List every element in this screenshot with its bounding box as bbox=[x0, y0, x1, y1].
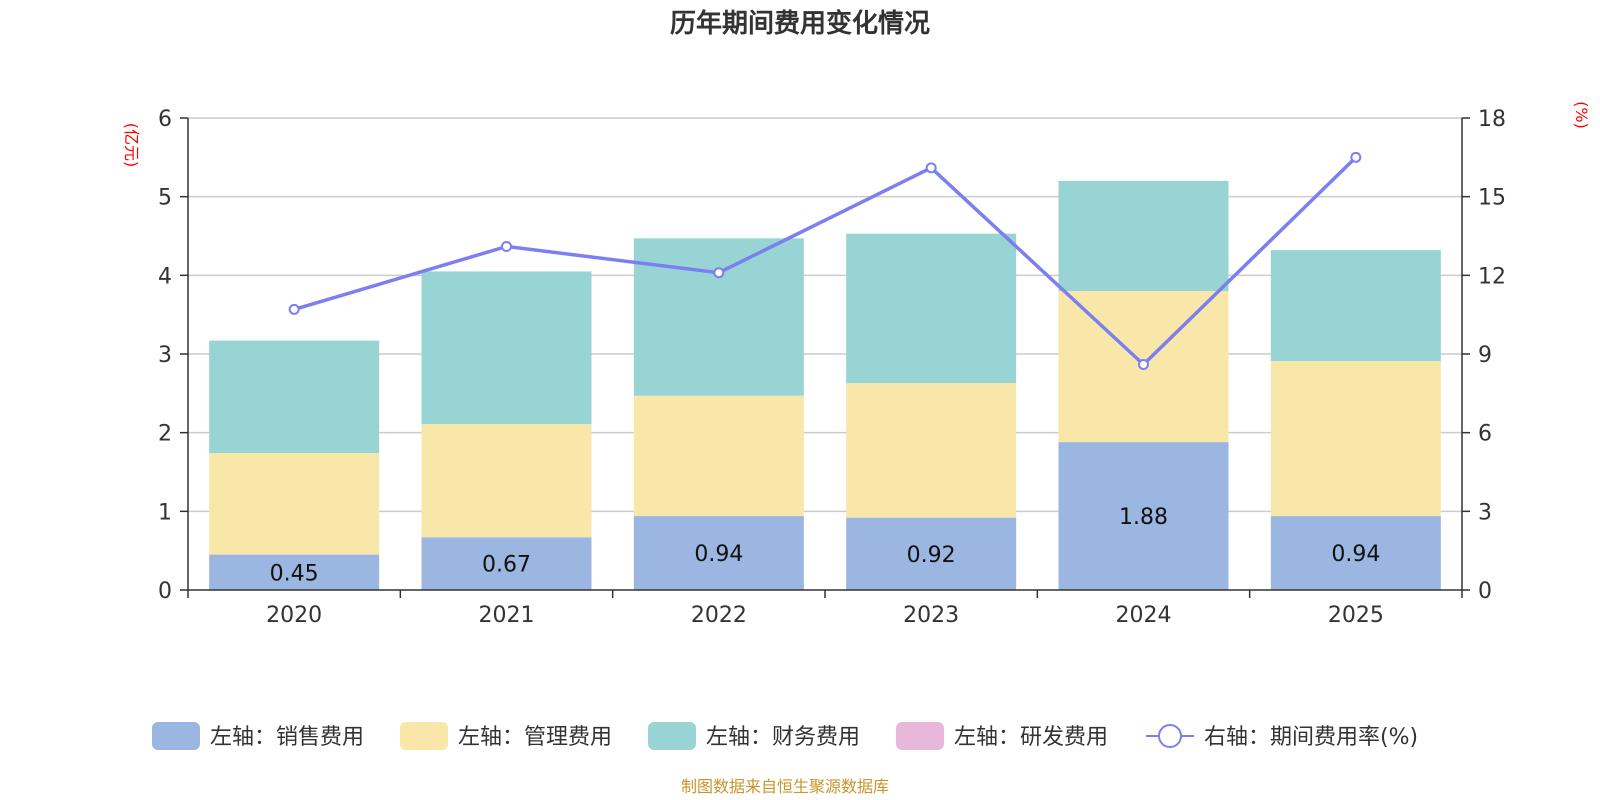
bar-segment-2 bbox=[846, 233, 1017, 384]
gridlines bbox=[188, 117, 1462, 513]
bar-segment-2 bbox=[209, 340, 380, 454]
rate-line-layer bbox=[288, 151, 1362, 370]
right-tick-label: 3 bbox=[1478, 500, 1492, 525]
bar-value-label: 0.92 bbox=[907, 543, 956, 568]
legend-label[interactable]: 左轴：管理费用 bbox=[458, 725, 612, 750]
legend-swatch[interactable] bbox=[648, 722, 696, 750]
bar-label-layer: 0.45 0.67 0.94 0.92 1.88 0.94 bbox=[270, 505, 1381, 586]
legend-label[interactable]: 左轴：研发费用 bbox=[954, 725, 1108, 750]
bar-value-label: 0.94 bbox=[1331, 542, 1380, 567]
left-tick-label: 0 bbox=[158, 579, 172, 604]
legend-label[interactable]: 左轴：销售费用 bbox=[210, 725, 364, 750]
legend-label[interactable]: 右轴：期间费用率(%) bbox=[1204, 725, 1418, 750]
right-tick-label: 15 bbox=[1478, 186, 1506, 211]
x-tick-label: 2020 bbox=[266, 603, 322, 628]
rate-point bbox=[1138, 358, 1149, 370]
bar-value-label: 0.45 bbox=[270, 561, 319, 586]
bar-segment-1 bbox=[633, 395, 804, 517]
right-tick-label: 18 bbox=[1478, 107, 1506, 132]
x-tick-label: 2022 bbox=[691, 603, 747, 628]
rate-point bbox=[713, 267, 725, 279]
rate-point bbox=[288, 303, 300, 315]
bar-segment-2 bbox=[633, 238, 804, 396]
left-tick-label: 6 bbox=[158, 107, 172, 132]
legend: 左轴：销售费用 左轴：管理费用 左轴：财务费用 左轴：研发费用 右轴：期间费用率(%) bbox=[152, 722, 1418, 750]
bar-segment-0 bbox=[209, 554, 380, 590]
bar-segment-0 bbox=[421, 537, 592, 590]
right-tick-label: 12 bbox=[1478, 264, 1506, 289]
left-axis-unit: (亿元) bbox=[122, 123, 141, 168]
legend-swatch[interactable] bbox=[896, 722, 944, 750]
right-tick-label: 6 bbox=[1478, 422, 1492, 447]
bar-value-label: 1.88 bbox=[1119, 505, 1168, 530]
bar-segment-0 bbox=[633, 516, 804, 590]
x-tick-label: 2025 bbox=[1328, 603, 1384, 628]
rate-point bbox=[1350, 151, 1362, 163]
bar-value-label: 0.67 bbox=[482, 553, 531, 578]
bar-segment-2 bbox=[1058, 180, 1229, 292]
left-tick-label: 5 bbox=[158, 186, 172, 211]
source-note: 制图数据来自恒生聚源数据库 bbox=[681, 777, 889, 796]
bar-value-label: 0.94 bbox=[694, 542, 743, 567]
bar-segment-2 bbox=[1270, 250, 1441, 362]
bar-segment-1 bbox=[846, 383, 1017, 518]
legend-marker[interactable] bbox=[1158, 724, 1182, 748]
legend-swatch[interactable] bbox=[152, 722, 200, 750]
bar-layer bbox=[209, 180, 1441, 590]
left-tick-label: 3 bbox=[158, 343, 172, 368]
x-tick-label: 2023 bbox=[903, 603, 959, 628]
bar-segment-1 bbox=[1270, 361, 1441, 517]
bar-segment-1 bbox=[209, 453, 380, 555]
right-tick-label: 9 bbox=[1478, 343, 1492, 368]
chart-title: 历年期间费用变化情况 bbox=[670, 8, 930, 39]
rate-point bbox=[925, 162, 937, 174]
legend-swatch[interactable] bbox=[400, 722, 448, 750]
x-tick-label: 2021 bbox=[479, 603, 535, 628]
left-tick-label: 2 bbox=[158, 422, 172, 447]
rate-point bbox=[501, 240, 512, 252]
bar-segment-0 bbox=[1270, 516, 1441, 590]
rate-line bbox=[293, 156, 1358, 367]
left-tick-label: 1 bbox=[158, 500, 172, 525]
bar-segment-1 bbox=[421, 424, 592, 538]
right-axis-unit: (%) bbox=[1572, 101, 1591, 129]
left-tick-label: 4 bbox=[158, 264, 172, 289]
right-tick-label: 0 bbox=[1478, 579, 1492, 604]
bar-segment-0 bbox=[1058, 442, 1229, 590]
x-tick-label: 2024 bbox=[1116, 603, 1172, 628]
bar-segment-2 bbox=[421, 271, 592, 425]
legend-label[interactable]: 左轴：财务费用 bbox=[706, 725, 860, 750]
bar-segment-0 bbox=[846, 517, 1017, 590]
